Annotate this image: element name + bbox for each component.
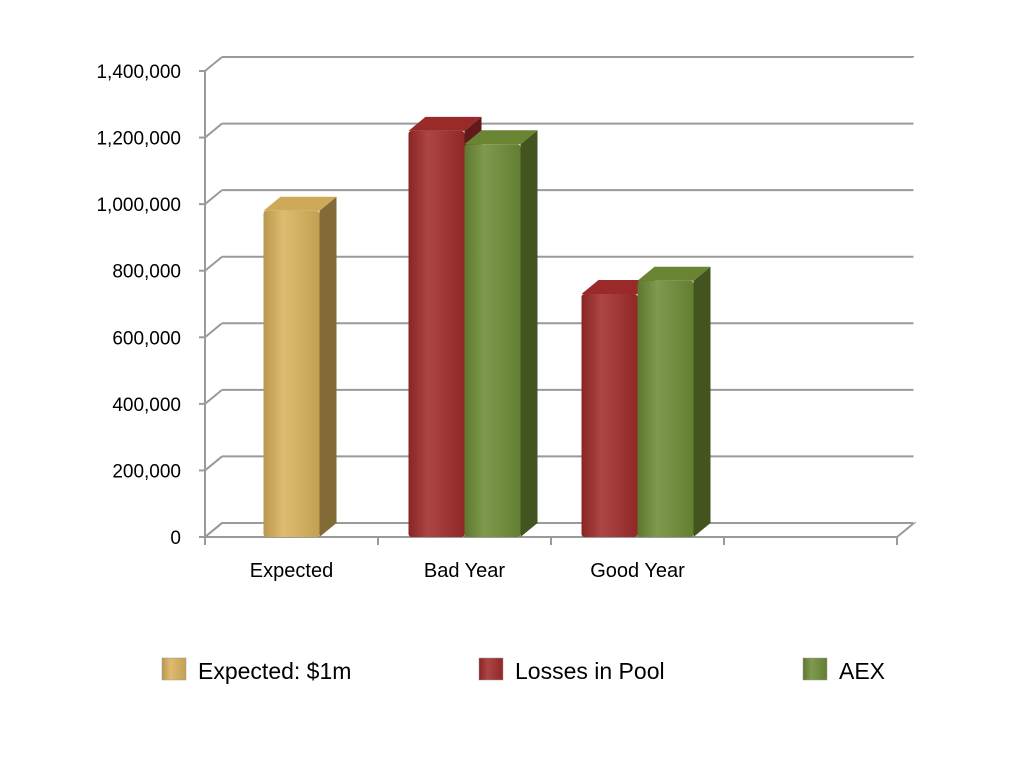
gridlines: [202, 56, 917, 538]
y-tick-label: 1,400,000: [96, 62, 181, 83]
y-tick-labels: 0 200,000 400,000 600,000 800,000 1,000,000 1,…: [96, 62, 181, 549]
gridline-side: [204, 122, 223, 139]
bar-top: [637, 266, 711, 281]
legend-swatch: [802, 657, 828, 681]
axes: [199, 70, 898, 545]
legend: Expected: $1m Losses in Pool AEX: [161, 657, 885, 684]
x-tick-label: Expected: [250, 560, 333, 582]
bar-front: [408, 130, 465, 537]
legend-label: Expected: $1m: [198, 658, 351, 684]
legend-swatch: [161, 657, 187, 681]
bar: [637, 266, 711, 537]
y-tick-label: 800,000: [112, 262, 181, 283]
bar: [263, 196, 337, 538]
gridline-side: [204, 389, 223, 405]
bar-top: [581, 280, 655, 295]
x-tick-label: Bad Year: [424, 560, 506, 582]
gridline-side: [204, 56, 223, 72]
y-tick-label: 1,000,000: [96, 195, 181, 216]
y-tick-label: 400,000: [112, 395, 181, 416]
bar: [464, 130, 538, 537]
bars: [263, 116, 711, 538]
bar-side: [693, 266, 711, 537]
bar-front: [581, 294, 638, 537]
gridline-side: [204, 322, 223, 339]
y-tick-label: 1,200,000: [96, 129, 181, 150]
x-tick-label: Good Year: [590, 560, 685, 582]
y-tick-label: 0: [170, 528, 181, 549]
bar-side: [520, 130, 538, 537]
y-tick-label: 200,000: [112, 461, 181, 482]
legend-swatch: [478, 657, 504, 681]
gridline-side: [204, 189, 223, 205]
gridline-side: [204, 455, 223, 472]
legend-label: AEX: [839, 658, 885, 684]
bar-front: [263, 210, 320, 538]
bar-front: [637, 280, 694, 537]
legend-label: Losses in Pool: [515, 658, 665, 684]
y-tick-label: 600,000: [112, 328, 181, 349]
bar-top: [263, 196, 337, 211]
bar-side: [319, 196, 337, 538]
bar-top: [408, 116, 482, 131]
gridline-side: [204, 255, 223, 272]
x-tick-labels: Expected Bad Year Good Year: [250, 560, 685, 582]
bar-front: [464, 144, 521, 537]
bar-top: [464, 130, 538, 145]
